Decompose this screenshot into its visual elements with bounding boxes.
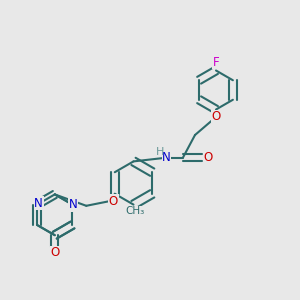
Text: O: O [212, 110, 220, 124]
Text: O: O [50, 246, 59, 259]
Text: CH₃: CH₃ [125, 206, 145, 216]
Text: H: H [155, 147, 164, 157]
Text: N: N [162, 151, 171, 164]
Text: O: O [109, 195, 118, 208]
Text: N: N [69, 198, 78, 211]
Text: O: O [203, 151, 212, 164]
Text: F: F [213, 56, 219, 69]
Text: N: N [34, 196, 43, 210]
